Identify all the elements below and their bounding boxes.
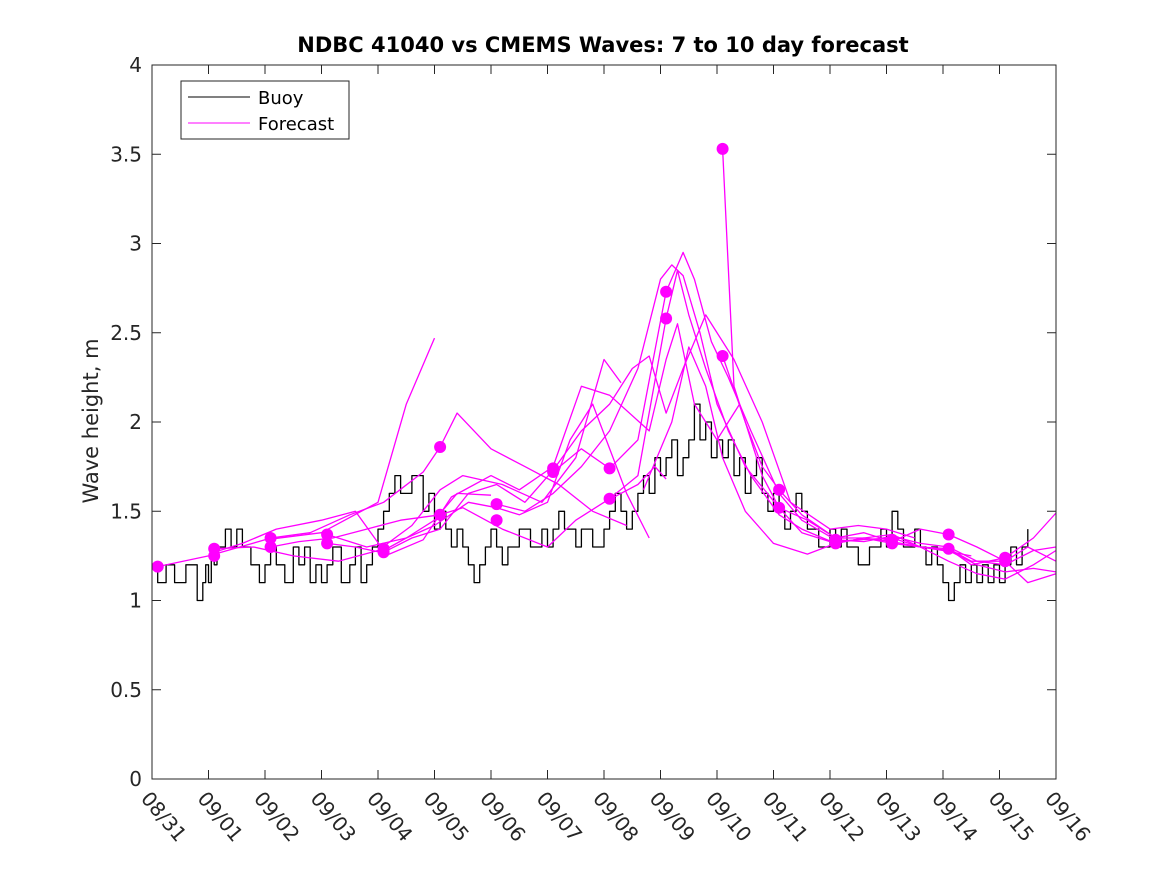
forecast-start-marker — [603, 492, 616, 505]
forecast-series-line-4 — [270, 412, 627, 539]
forecast-start-marker — [208, 549, 221, 562]
chart-title: NDBC 41040 vs CMEMS Waves: 7 to 10 day f… — [297, 33, 908, 57]
y-tick-label: 4 — [129, 53, 142, 77]
y-tick-label: 1.5 — [110, 499, 142, 523]
forecast-start-marker — [434, 508, 447, 521]
forecast-start-marker — [377, 546, 390, 559]
y-tick-label: 3.5 — [110, 142, 142, 166]
legend-buoy-label: Buoy — [258, 88, 304, 109]
forecast-series-line-8 — [383, 314, 915, 553]
y-tick-label: 1 — [129, 589, 142, 613]
y-tick-label: 0 — [129, 767, 142, 791]
forecast-series-line-3 — [214, 358, 622, 562]
forecast-series-line-2 — [214, 492, 492, 553]
forecast-start-marker — [434, 441, 447, 453]
forecast-start-marker — [942, 542, 955, 555]
forecast-start-marker — [716, 350, 729, 362]
forecast-series-line-6 — [327, 323, 741, 555]
forecast-start-marker — [264, 541, 277, 553]
forecast-start-marker — [660, 312, 673, 325]
legend: Buoy Forecast — [180, 80, 350, 140]
forecast-start-marker — [603, 462, 616, 475]
forecast-start-marker — [321, 528, 334, 541]
forecast-start-marker — [660, 285, 673, 298]
forecast-start-marker — [716, 142, 729, 155]
forecast-start-marker — [773, 483, 786, 496]
forecast-series-line-7 — [326, 403, 650, 548]
forecast-start-marker — [829, 537, 842, 550]
forecast-series-line-13 — [721, 148, 1057, 584]
forecast-start-marker — [547, 466, 560, 478]
forecast-series-line-5 — [270, 465, 667, 548]
y-tick-label: 0.5 — [110, 678, 142, 702]
forecast-start-marker — [321, 537, 334, 550]
forecast-start-marker — [151, 560, 164, 573]
y-tick-label: 3 — [129, 232, 142, 256]
y-tick-label: 2.5 — [110, 321, 142, 345]
forecast-start-marker — [886, 537, 899, 550]
forecast-start-marker — [942, 528, 955, 541]
y-tick-label: 2 — [129, 410, 142, 434]
forecast-start-marker — [490, 514, 503, 527]
y-axis-label: Wave height, m — [79, 338, 103, 503]
legend-forecast-label: Forecast — [258, 114, 334, 135]
forecast-start-marker — [999, 555, 1012, 568]
forecast-series-line-11 — [609, 269, 1057, 573]
forecast-start-marker — [490, 498, 503, 511]
buoy-series-line — [152, 403, 1029, 602]
legend-box — [180, 80, 350, 140]
forecast-start-marker — [773, 501, 786, 514]
forecast-start-marker — [264, 532, 277, 544]
